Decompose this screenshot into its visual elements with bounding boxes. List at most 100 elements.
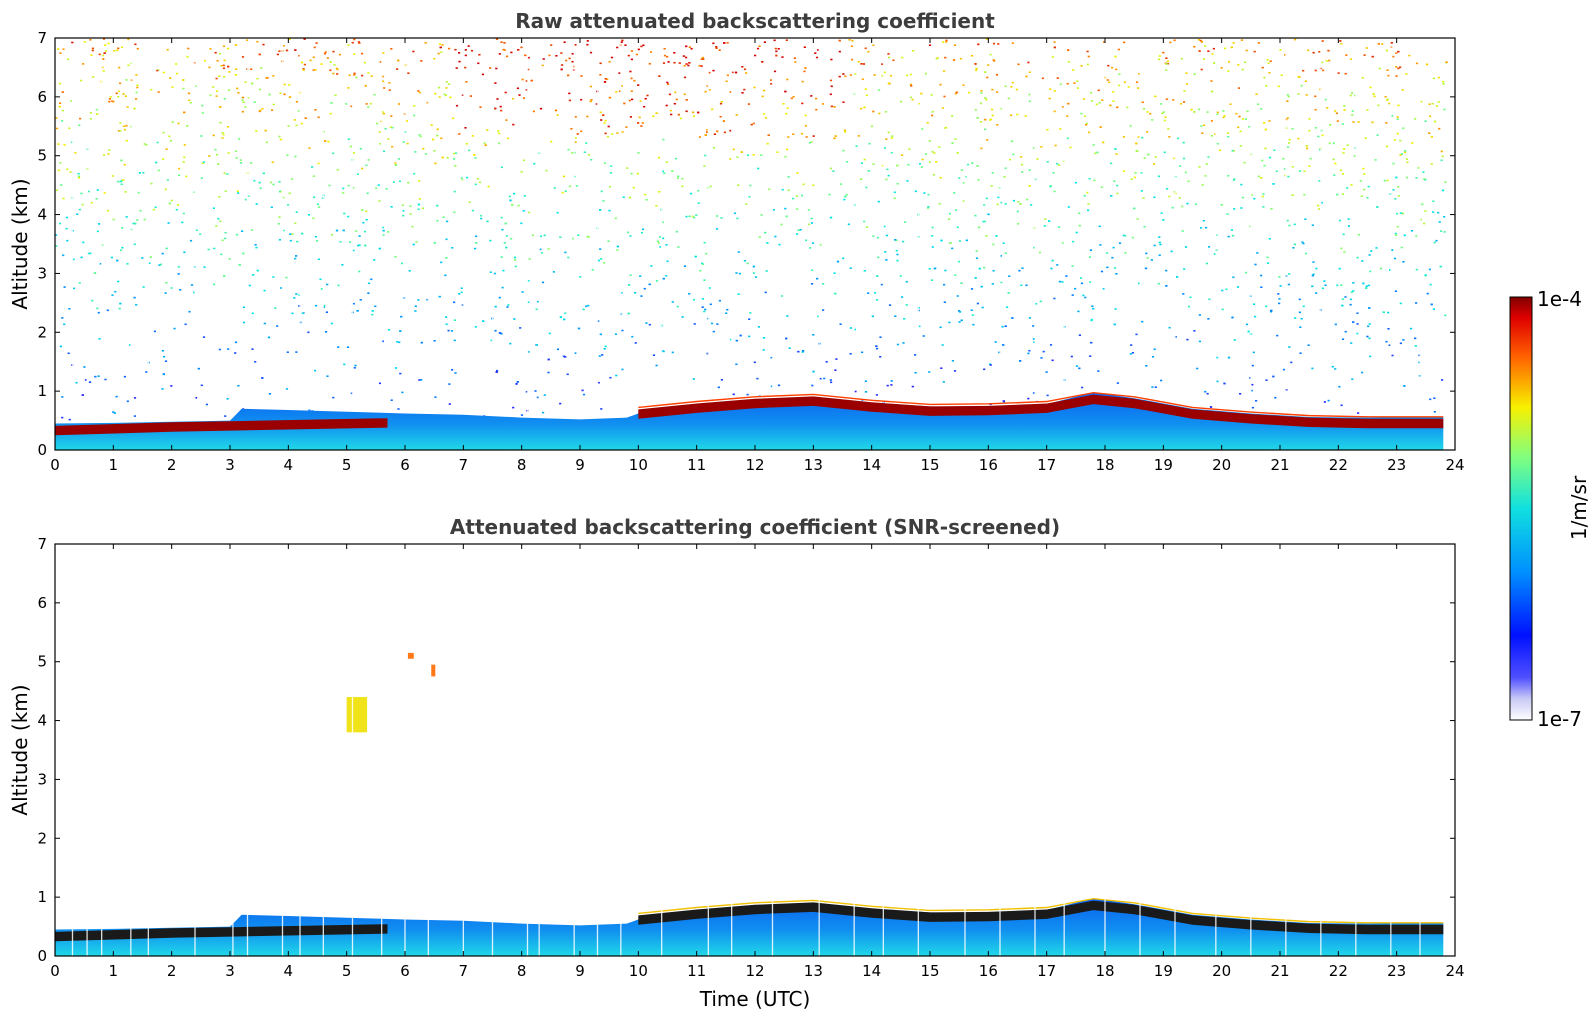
backscatter-cell — [1184, 171, 1187, 174]
backscatter-cell — [135, 304, 138, 306]
backscatter-cell — [583, 151, 586, 153]
backscatter-cell — [1147, 153, 1150, 156]
backscatter-cell — [560, 52, 563, 54]
backscatter-cell — [911, 98, 914, 101]
backscatter-cell — [1001, 325, 1004, 328]
backscatter-cell — [479, 214, 483, 217]
backscatter-cell — [901, 154, 904, 156]
backscatter-cell — [1278, 298, 1281, 300]
backscatter-cell — [701, 56, 704, 59]
backscatter-cell — [289, 239, 292, 242]
backscatter-cell — [464, 127, 467, 129]
backscatter-cell — [960, 282, 963, 284]
backscatter-cell — [256, 77, 259, 80]
backscatter-cell — [834, 369, 837, 371]
backscatter-cell — [98, 53, 101, 56]
backscatter-cell — [141, 257, 144, 259]
backscatter-cell — [186, 125, 189, 127]
backscatter-cell — [1035, 303, 1038, 305]
backscatter-cell — [674, 157, 678, 160]
backscatter-cell — [1362, 282, 1365, 285]
backscatter-cell — [878, 112, 881, 115]
backscatter-cell — [448, 403, 451, 405]
backscatter-cell — [1051, 56, 1054, 58]
y-tick-label: 2 — [37, 323, 47, 341]
backscatter-cell — [1213, 253, 1217, 255]
backscatter-cell — [909, 73, 912, 76]
backscatter-cell — [746, 393, 749, 396]
backscatter-cell — [991, 114, 994, 117]
backscatter-cell — [778, 243, 781, 246]
backscatter-cell — [758, 236, 761, 238]
backscatter-cell — [991, 108, 994, 111]
backscatter-cell — [381, 226, 384, 229]
backscatter-cell — [59, 222, 62, 225]
backscatter-cell — [280, 287, 283, 289]
backscatter-cell — [95, 108, 98, 111]
backscatter-cell — [258, 88, 262, 91]
x-tick-label: 2 — [167, 456, 177, 474]
backscatter-cell — [690, 47, 693, 50]
backscatter-cell — [1069, 146, 1072, 149]
backscatter-cell — [540, 252, 544, 254]
backscatter-cell — [683, 64, 686, 67]
backscatter-cell — [692, 298, 696, 301]
backscatter-cell — [693, 216, 696, 219]
backscatter-cell — [910, 85, 913, 87]
backscatter-cell — [1231, 316, 1234, 319]
backscatter-cell — [1075, 365, 1079, 367]
backscatter-cell — [315, 42, 318, 44]
backscatter-cell — [409, 205, 412, 207]
x-tick-label: 19 — [1154, 456, 1173, 474]
backscatter-cell — [72, 258, 75, 261]
backscatter-cell — [513, 192, 516, 195]
backscatter-cell — [767, 134, 770, 136]
backscatter-cell — [1088, 281, 1092, 283]
backscatter-cell — [1151, 119, 1154, 121]
backscatter-cell — [1304, 252, 1307, 255]
backscatter-cell — [1342, 152, 1345, 154]
x-tick-label: 20 — [1212, 456, 1231, 474]
backscatter-cell — [148, 262, 151, 265]
backscatter-cell — [263, 322, 266, 325]
backscatter-cell — [361, 167, 364, 170]
backscatter-cell — [808, 142, 811, 144]
backscatter-cell — [238, 264, 241, 266]
backscatter-cell — [909, 83, 913, 86]
backscatter-cell — [188, 310, 191, 313]
backscatter-cell — [815, 56, 819, 59]
backscatter-cell — [1135, 333, 1138, 336]
backscatter-cell — [1193, 330, 1196, 332]
backscatter-cell — [1260, 177, 1263, 179]
backscatter-cell — [1041, 77, 1044, 80]
backscatter-cell — [1415, 62, 1419, 65]
backscatter-cell — [692, 111, 695, 114]
backscatter-cell — [958, 177, 961, 179]
backscatter-cell — [104, 44, 107, 46]
backscatter-cell — [648, 323, 651, 326]
panel-screened: Attenuated backscattering coefficient (S… — [8, 515, 1465, 1011]
backscatter-cell — [1338, 385, 1341, 388]
backscatter-cell — [325, 311, 328, 313]
backscatter-cell — [244, 106, 247, 108]
backscatter-cell — [849, 267, 852, 269]
backscatter-cell — [580, 130, 583, 133]
backscatter-cell — [285, 49, 289, 52]
backscatter-cell — [1255, 93, 1258, 95]
backscatter-cell — [1282, 157, 1285, 160]
backscatter-cell — [170, 287, 173, 289]
backscatter-cell — [486, 220, 489, 223]
backscatter-cell — [214, 148, 217, 151]
backscatter-cell — [194, 397, 198, 399]
backscatter-cell — [494, 107, 497, 110]
boundary-layer — [55, 391, 1444, 450]
backscatter-cell — [367, 292, 370, 294]
backscatter-cell — [1357, 121, 1360, 123]
backscatter-cell — [643, 287, 646, 290]
backscatter-cell — [671, 301, 674, 303]
backscatter-cell — [795, 195, 798, 197]
backscatter-cell — [262, 43, 265, 46]
backscatter-cell — [521, 78, 524, 81]
backscatter-cell — [1435, 239, 1438, 242]
backscatter-cell — [1352, 121, 1355, 123]
